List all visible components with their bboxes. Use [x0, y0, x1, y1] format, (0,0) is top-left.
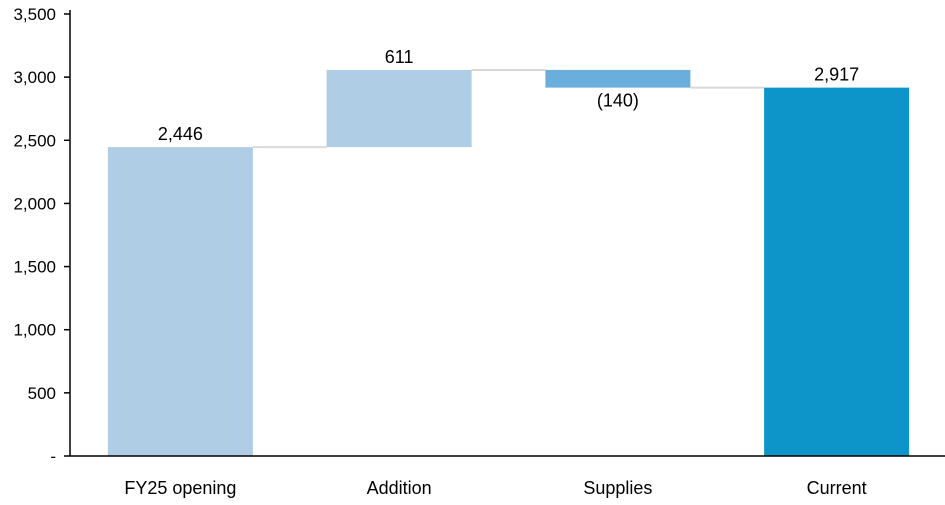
y-tick-label: 500: [28, 384, 56, 403]
bar-supplies: [545, 69, 691, 88]
x-category-label: FY25 opening: [124, 478, 236, 498]
y-tick-label: 2,500: [13, 131, 56, 150]
x-category-label: Addition: [367, 478, 432, 498]
x-category-label: Supplies: [583, 478, 652, 498]
data-label: 611: [385, 47, 414, 67]
y-tick-label: 1,000: [13, 321, 56, 340]
data-label: 2,446: [158, 124, 203, 144]
x-category-label: Current: [807, 478, 867, 498]
data-label: 2,917: [814, 65, 859, 85]
y-tick-label: 1,500: [13, 258, 56, 277]
bar-current: [764, 87, 910, 456]
bar-addition: [326, 69, 472, 148]
data-label: (140): [597, 91, 639, 111]
y-tick-label: 3,500: [13, 5, 56, 24]
y-tick-label: 3,000: [13, 68, 56, 87]
bar-fy25-opening: [107, 147, 253, 456]
y-tick-label: 2,000: [13, 194, 56, 213]
y-tick-label: -: [50, 447, 56, 466]
